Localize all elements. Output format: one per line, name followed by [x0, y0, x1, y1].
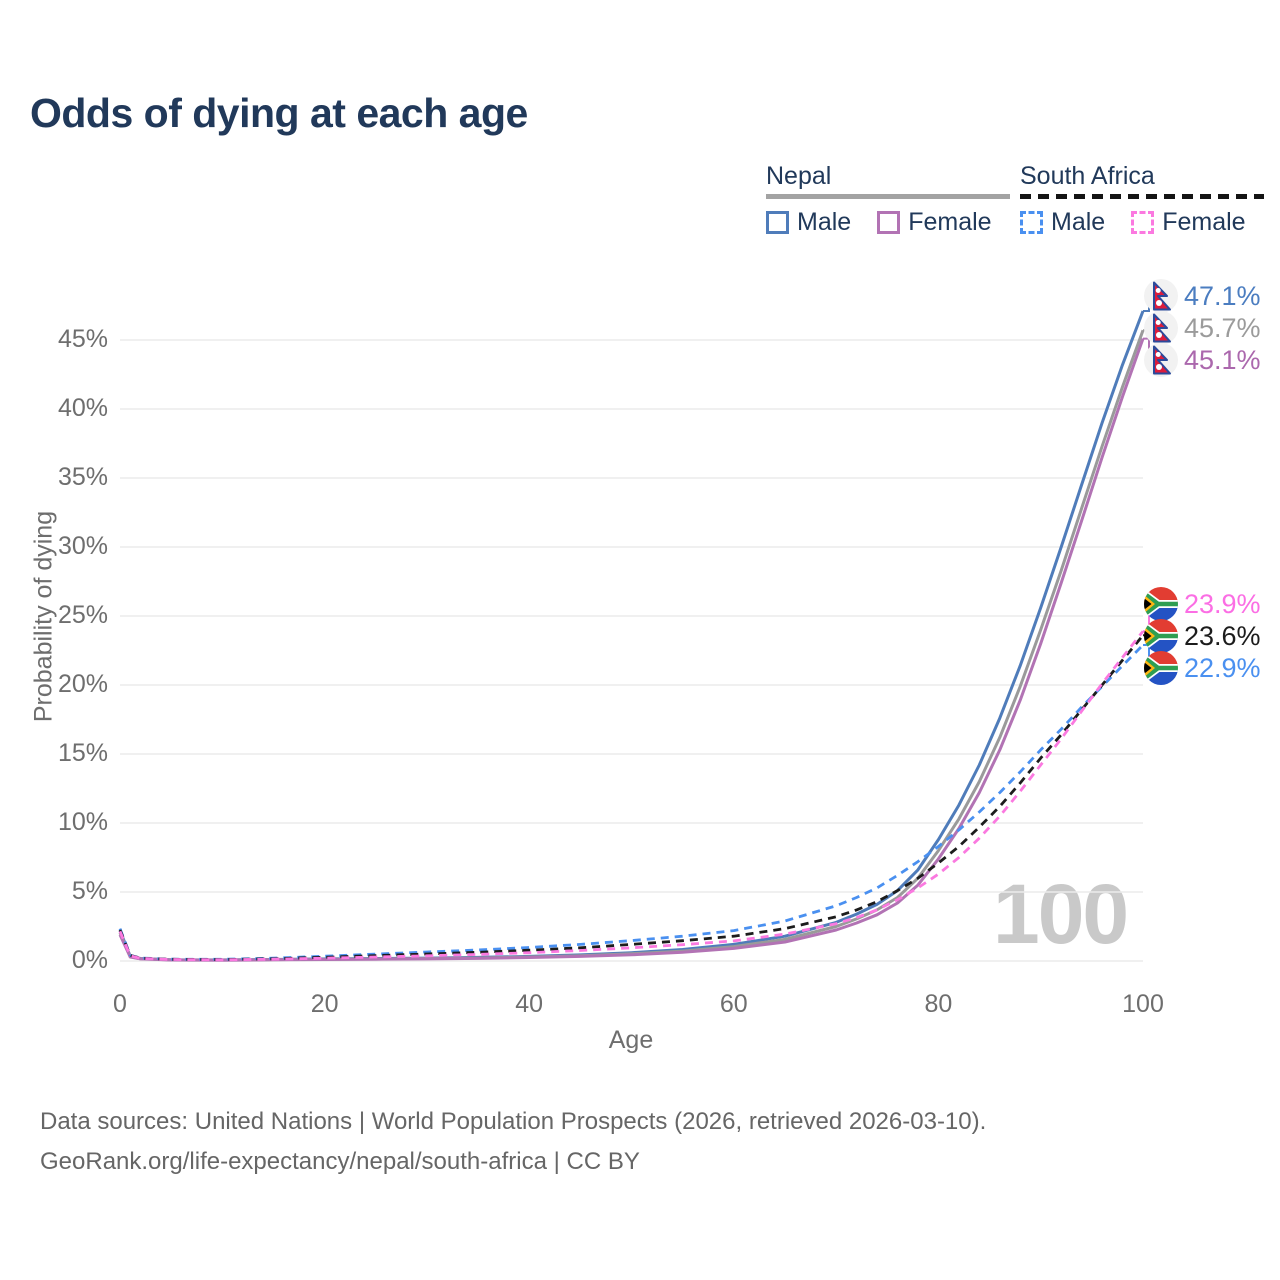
x-tick-label: 60 — [719, 990, 748, 1018]
y-tick-label: 5% — [71, 877, 108, 905]
y-tick-label: 15% — [57, 739, 108, 767]
legend-country-south-africa[interactable]: South Africa — [1020, 162, 1155, 190]
end-value: 45.7% — [1184, 312, 1261, 343]
end-label-nepal-both: 45.7% — [1144, 311, 1261, 345]
legend-group-nepal: Nepal Male Female — [766, 162, 1010, 237]
end-value: 23.9% — [1184, 588, 1261, 619]
series-line[interactable] — [118, 634, 1145, 961]
south-africa-male-swatch[interactable] — [1020, 211, 1043, 234]
y-tick-label: 35% — [57, 463, 108, 491]
y-tick-label: 0% — [71, 946, 108, 974]
x-axis-title: Age — [608, 1026, 654, 1054]
age-watermark: 100 — [993, 867, 1129, 961]
legend-group-south-africa: South Africa Male Female — [1020, 162, 1264, 237]
y-tick-label: 25% — [57, 601, 108, 629]
legend-item-nepal-male[interactable]: Male — [797, 208, 852, 236]
data-sources-note: Data sources: United Nations | World Pop… — [40, 1108, 987, 1135]
data-lines — [118, 310, 1145, 962]
end-value: 45.1% — [1184, 344, 1261, 375]
legend-item-nepal-female[interactable]: Female — [908, 208, 992, 236]
end-label-south-africa-male: 22.9% — [1144, 651, 1261, 685]
series-line[interactable] — [118, 630, 1145, 962]
end-value: 22.9% — [1184, 652, 1261, 683]
y-tick-label: 45% — [57, 325, 108, 353]
nepal-female-swatch[interactable] — [877, 211, 901, 234]
legend-item-south-africa-male[interactable]: Male — [1051, 208, 1106, 236]
end-label-south-africa-both: 23.6% — [1144, 619, 1261, 653]
page-title: Odds of dying at each age — [30, 90, 528, 136]
legend-country-nepal[interactable]: Nepal — [766, 162, 832, 190]
nepal-flag-icon — [1144, 279, 1178, 313]
end-value: 23.6% — [1184, 620, 1261, 651]
y-tick-label: 20% — [57, 670, 108, 698]
south-africa-female-swatch[interactable] — [1131, 211, 1155, 234]
end-label-nepal-male: 47.1% — [1144, 279, 1261, 313]
south-africa-flag-icon — [1144, 587, 1178, 621]
attribution-note: GeoRank.org/life-expectancy/nepal/south-… — [40, 1148, 640, 1175]
x-tick-label: 0 — [113, 990, 127, 1018]
gridlines — [120, 339, 1143, 962]
south-africa-line-style-swatch — [1020, 194, 1264, 199]
nepal-line-style-swatch — [766, 194, 1010, 199]
x-tick-label: 40 — [515, 990, 544, 1018]
end-label-nepal-female: 45.1% — [1144, 343, 1261, 377]
series-line[interactable] — [118, 329, 1145, 962]
end-value: 47.1% — [1184, 280, 1261, 311]
nepal-flag-icon — [1144, 311, 1178, 345]
x-tick-label: 100 — [1122, 990, 1164, 1018]
x-tick-label: 80 — [924, 990, 953, 1018]
y-tick-label: 30% — [57, 532, 108, 560]
south-africa-flag-icon — [1144, 619, 1178, 653]
end-label-south-africa-female: 23.9% — [1144, 587, 1261, 621]
south-africa-flag-icon — [1144, 651, 1178, 685]
nepal-male-swatch[interactable] — [766, 211, 789, 234]
legend-item-south-africa-female[interactable]: Female — [1162, 208, 1246, 236]
x-tick-label: 20 — [310, 990, 339, 1018]
series-line[interactable] — [118, 644, 1144, 961]
nepal-flag-icon — [1144, 343, 1178, 377]
y-tick-label: 10% — [57, 808, 108, 836]
series-line[interactable] — [118, 338, 1145, 962]
y-tick-label: 40% — [57, 394, 108, 422]
